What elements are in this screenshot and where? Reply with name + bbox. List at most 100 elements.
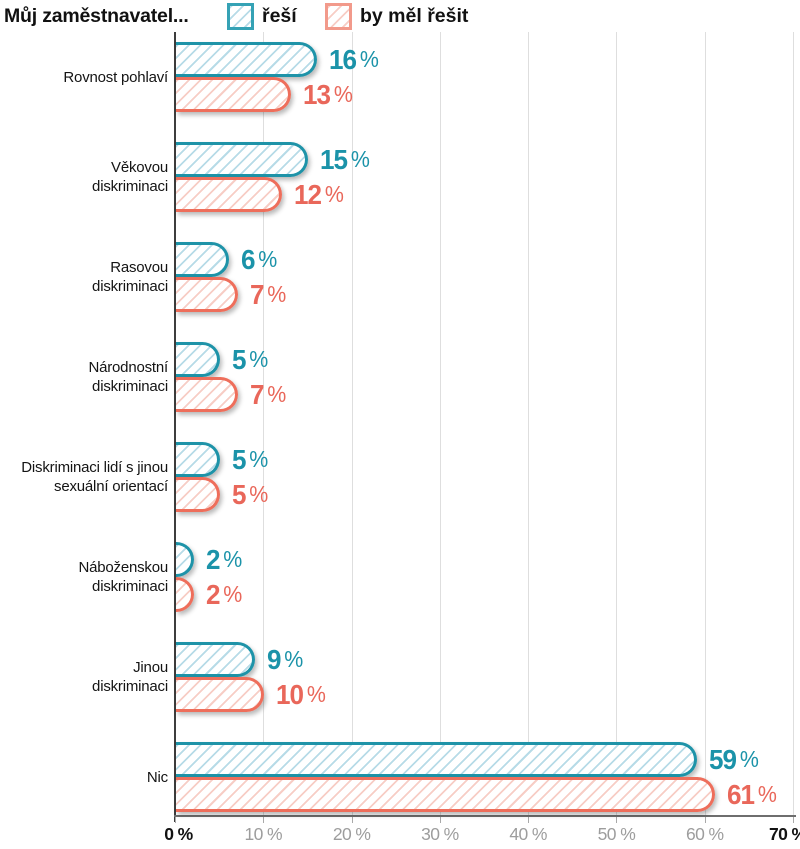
value-number: 7 [249,378,264,410]
axis-tick-label: 60 % [685,824,724,844]
bar-by-mel-resit [176,377,238,412]
bar-by-mel-resit [176,277,238,312]
value-number: 12 [293,178,322,210]
axis-tick-mark [704,817,706,823]
percent-sign: % [222,546,242,572]
bar-resi [176,42,318,77]
category-label: Národnostní diskriminaci [0,342,168,412]
category-label-line: Jinou [133,659,168,676]
value-label-resi: 5% [232,342,268,377]
percent-sign: % [258,246,278,272]
axis-tick-mark [439,817,441,823]
category-label-line: diskriminaci [92,578,168,595]
value-number: 59 [708,743,737,775]
category-label-line: diskriminaci [92,278,168,295]
bar-by-mel-resit [176,177,282,212]
value-label-resi: 2% [206,542,242,577]
percent-sign: % [249,346,269,372]
category-label-line: Věkovou [111,159,168,176]
value-label-resi: 5% [232,442,268,477]
category-label-line: sexuální orientací [54,478,168,495]
value-label-by-mel-resit: 7% [250,377,286,412]
axis-tick-label: 40 % [509,824,547,844]
value-label-resi: 59% [709,742,759,777]
value-label-by-mel-resit: 5% [232,477,268,512]
value-number: 13 [302,78,331,110]
category-label: Rovnost pohlaví [0,42,168,112]
value-label-resi: 15% [320,142,370,177]
category-label-line: Národnostní [88,359,168,376]
value-label-resi: 16% [329,42,379,77]
gridline [793,32,794,816]
percent-sign: % [284,646,304,672]
bar-resi [176,742,697,777]
value-number: 7 [249,278,264,310]
value-number: 15 [320,143,348,175]
gridline [439,32,441,816]
bar-resi [176,242,229,277]
category-label-line: Nic [146,768,168,786]
value-number: 6 [240,243,255,275]
axis-tick-label: 0 % [164,824,193,844]
value-number: 16 [329,43,357,75]
value-label-by-mel-resit: 7% [250,277,286,312]
category-label-line: Náboženskou [78,559,168,576]
value-label-by-mel-resit: 2% [206,577,242,612]
percent-sign: % [267,281,287,307]
bar-by-mel-resit [176,477,221,512]
bar-resi [176,442,221,477]
gridline [351,32,353,816]
axis-tick-label: 50 % [597,824,636,844]
percent-sign: % [360,46,380,72]
value-number: 9 [267,643,282,675]
category-label-line: diskriminaci [92,178,168,195]
chart-title: Můj zaměstnavatel... [4,5,189,27]
value-number: 2 [205,543,220,575]
axis-tick-label: 10 % [244,824,283,844]
category-label-line: Rovnost pohlaví [63,68,168,86]
bar-resi [176,542,194,577]
category-label-line: Rasovou [110,259,168,276]
value-label-by-mel-resit: 61% [727,777,777,812]
category-label: Náboženskou diskriminaci [0,542,168,612]
bar-resi [176,142,309,177]
axis-tick-mark [793,817,794,823]
axis-tick-mark [263,817,265,823]
value-label-by-mel-resit: 13% [303,77,353,112]
category-label-line: Diskriminaci lidí s jinou [21,459,168,476]
value-number: 5 [232,343,246,375]
percent-sign: % [307,681,327,707]
gridline [528,32,530,816]
axis-tick-label: 70 % [769,824,800,844]
value-label-resi: 9% [267,642,303,677]
category-label: Jinou diskriminaci [0,642,168,712]
gridline [704,32,706,816]
percent-sign: % [222,581,242,607]
category-label: Věkovou diskriminaci [0,142,168,212]
value-label-resi: 6% [241,242,277,277]
bar-resi [176,342,221,377]
percent-sign: % [351,146,371,172]
category-label-line: diskriminaci [92,378,168,395]
percent-sign: % [249,481,269,507]
legend-label-by-mel-resit: by měl řešit [360,5,469,27]
value-number: 5 [232,478,246,510]
value-number: 61 [726,778,755,810]
bar-by-mel-resit [176,577,194,612]
y-axis-line [174,32,176,822]
axis-tick-label: 30 % [421,824,459,844]
axis-tick-mark [351,817,353,823]
gridline [263,32,265,816]
category-label: Diskriminaci lidí s jinou sexuální orient… [0,442,168,512]
category-label: Rasovou diskriminaci [0,242,168,312]
bar-by-mel-resit [176,77,291,112]
legend-swatch-resi-icon [227,3,254,30]
legend-label-resi: řeší [262,5,297,27]
percent-sign: % [739,746,759,772]
value-number: 10 [276,678,304,710]
percent-sign: % [267,381,287,407]
axis-tick-mark [175,817,176,823]
gridline [616,32,618,816]
